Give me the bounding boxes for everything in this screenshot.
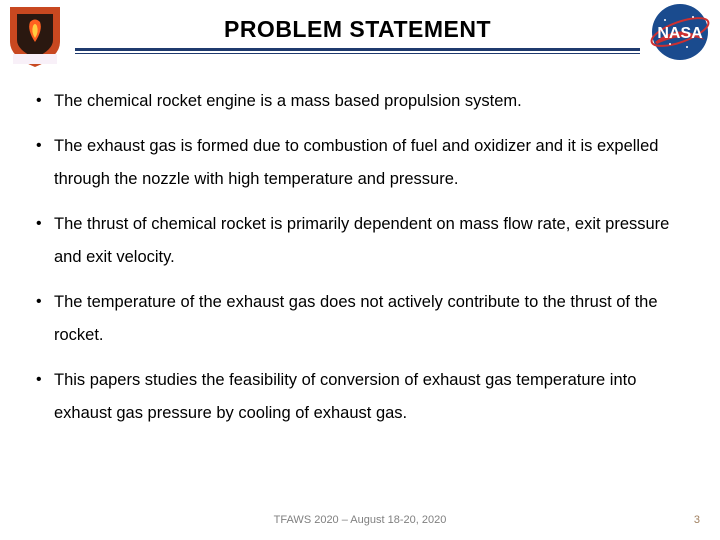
title-container: PROBLEM STATEMENT — [75, 16, 640, 43]
nasa-text: NASA — [657, 25, 703, 42]
title-underline-thick — [75, 48, 640, 51]
bullet-item: This papers studies the feasibility of c… — [30, 364, 690, 430]
thermal-fluids-shield-logo — [5, 2, 65, 70]
page-title: PROBLEM STATEMENT — [75, 16, 640, 43]
bullet-item: The temperature of the exhaust gas does … — [30, 286, 690, 352]
bullet-list: The chemical rocket engine is a mass bas… — [30, 85, 690, 430]
title-underline-thin — [75, 53, 640, 54]
footer-text: TFAWS 2020 – August 18-20, 2020 — [0, 514, 720, 526]
bullet-item: The chemical rocket engine is a mass bas… — [30, 85, 690, 118]
bullet-item: The exhaust gas is formed due to combust… — [30, 130, 690, 196]
content-area: The chemical rocket engine is a mass bas… — [0, 70, 720, 430]
page-number: 3 — [694, 514, 700, 526]
bullet-item: The thrust of chemical rocket is primari… — [30, 208, 690, 274]
nasa-logo: NASA — [645, 2, 715, 62]
slide-header: PROBLEM STATEMENT NASA — [0, 0, 720, 70]
